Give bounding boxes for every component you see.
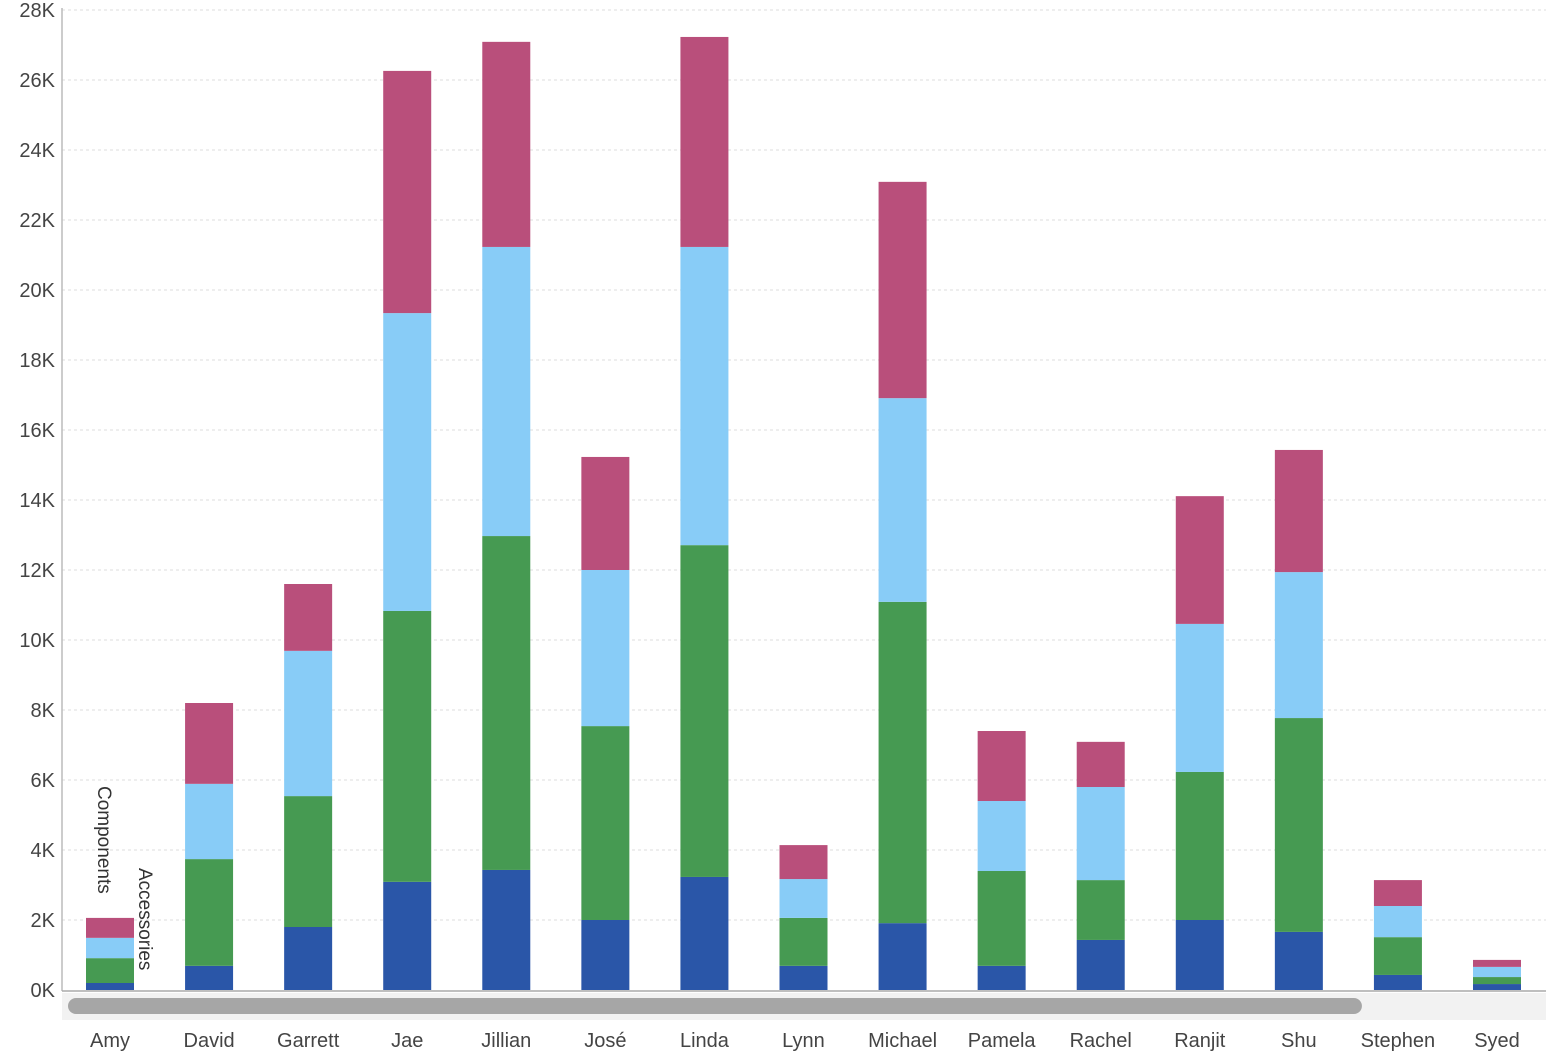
x-tick-label: Ranjit bbox=[1174, 1030, 1226, 1052]
bar-segment-stephen-3[interactable] bbox=[1373, 880, 1422, 906]
x-tick-label: Syed bbox=[1474, 1030, 1520, 1052]
y-tick-label: 16K bbox=[19, 420, 55, 442]
bar-segment-pamela-0[interactable] bbox=[977, 965, 1026, 990]
x-tick-label: Shu bbox=[1281, 1030, 1317, 1052]
bar-segment-shu-1[interactable] bbox=[1274, 718, 1323, 932]
bar-segment-pamela-2[interactable] bbox=[977, 801, 1026, 871]
x-tick-label: David bbox=[184, 1030, 235, 1052]
bar-segment-lynn-0[interactable] bbox=[779, 965, 828, 990]
bar-segment-linda-3[interactable] bbox=[680, 36, 729, 247]
y-tick-label: 12K bbox=[19, 560, 55, 582]
x-tick-label: Linda bbox=[680, 1030, 730, 1052]
bar-segment-david-3[interactable] bbox=[185, 703, 234, 784]
bar-segment-shu-3[interactable] bbox=[1274, 449, 1323, 573]
y-tick-label: 14K bbox=[19, 490, 55, 512]
bar-segment-david-0[interactable] bbox=[185, 965, 234, 990]
bar-segment-jae-0[interactable] bbox=[383, 881, 432, 990]
bar-segment-linda-2[interactable] bbox=[680, 246, 729, 546]
bar-segment-jae-3[interactable] bbox=[383, 70, 432, 314]
bar-segment-michael-2[interactable] bbox=[878, 398, 927, 602]
y-tick-label: 20K bbox=[19, 280, 55, 302]
bar-segment-michael-0[interactable] bbox=[878, 923, 927, 990]
x-tick-label: Garrett bbox=[277, 1030, 340, 1052]
x-tick-label: Pamela bbox=[968, 1030, 1037, 1052]
bar-segment-pamela-1[interactable] bbox=[977, 871, 1026, 966]
bar-segment-david-2[interactable] bbox=[185, 783, 234, 860]
x-tick-label: Rachel bbox=[1070, 1030, 1132, 1052]
bar-segment-garrett-1[interactable] bbox=[284, 796, 333, 927]
bar-segment-syed-2[interactable] bbox=[1473, 966, 1521, 978]
bar-segment-jillian-1[interactable] bbox=[482, 536, 531, 870]
bar-segment-rachel-2[interactable] bbox=[1076, 787, 1125, 881]
y-tick-label: 8K bbox=[31, 700, 56, 722]
x-tick-label: Michael bbox=[868, 1030, 937, 1052]
bar-segment-amy-1[interactable] bbox=[86, 958, 134, 983]
bar-segment-amy-0[interactable] bbox=[86, 983, 134, 990]
y-tick-label: 24K bbox=[19, 140, 55, 162]
bar-segment-amy-3[interactable] bbox=[86, 917, 134, 938]
bar-segment-pamela-3[interactable] bbox=[977, 731, 1026, 801]
bar-segment-jillian-2[interactable] bbox=[482, 246, 531, 537]
x-tick-label: Lynn bbox=[782, 1030, 825, 1052]
bar-segment-stephen-0[interactable] bbox=[1373, 974, 1422, 990]
bar-segment-david-1[interactable] bbox=[185, 859, 234, 966]
annotation-accessories: Accessories bbox=[134, 868, 155, 970]
y-tick-label: 0K bbox=[31, 980, 56, 1002]
bar-segment-syed-3[interactable] bbox=[1473, 959, 1521, 967]
bar-segment-rachel-3[interactable] bbox=[1076, 741, 1125, 787]
y-tick-label: 28K bbox=[19, 0, 55, 22]
annotation-components: Components bbox=[93, 786, 114, 894]
y-tick-label: 18K bbox=[19, 350, 55, 372]
bar-segment-linda-1[interactable] bbox=[680, 545, 729, 877]
y-tick-label: 2K bbox=[31, 910, 56, 932]
bar-segment-syed-1[interactable] bbox=[1473, 977, 1521, 985]
x-tick-label: José bbox=[584, 1030, 626, 1052]
bar-segment-josé-2[interactable] bbox=[581, 570, 630, 727]
y-tick-label: 10K bbox=[19, 630, 55, 652]
bar-segment-stephen-2[interactable] bbox=[1373, 906, 1422, 938]
bar-segment-garrett-2[interactable] bbox=[284, 650, 333, 797]
bar-segment-ranjit-1[interactable] bbox=[1175, 771, 1224, 920]
y-tick-label: 22K bbox=[19, 210, 55, 232]
bar-segment-michael-1[interactable] bbox=[878, 601, 927, 924]
bar-segment-ranjit-2[interactable] bbox=[1175, 623, 1224, 772]
bar-segment-jae-2[interactable] bbox=[383, 313, 432, 611]
bar-segment-josé-0[interactable] bbox=[581, 920, 630, 990]
bar-segment-lynn-2[interactable] bbox=[779, 879, 828, 918]
bar-segment-lynn-3[interactable] bbox=[779, 845, 828, 880]
bar-segment-rachel-0[interactable] bbox=[1076, 939, 1125, 990]
bar-segment-josé-3[interactable] bbox=[581, 456, 630, 570]
bar-segment-syed-0[interactable] bbox=[1473, 984, 1521, 990]
x-tick-label: Jae bbox=[391, 1030, 423, 1052]
bar-segment-shu-0[interactable] bbox=[1274, 931, 1323, 990]
bar-segment-rachel-1[interactable] bbox=[1076, 880, 1125, 940]
bar-segment-josé-1[interactable] bbox=[581, 726, 630, 920]
horizontal-scrollbar-thumb[interactable] bbox=[68, 998, 1362, 1014]
bar-segment-linda-0[interactable] bbox=[680, 876, 729, 990]
bar-segment-stephen-1[interactable] bbox=[1373, 937, 1422, 975]
y-tick-label: 26K bbox=[19, 70, 55, 92]
y-tick-label: 4K bbox=[31, 840, 56, 862]
bar-segment-shu-2[interactable] bbox=[1274, 572, 1323, 719]
bar-segment-michael-3[interactable] bbox=[878, 181, 927, 399]
bar-segment-garrett-0[interactable] bbox=[284, 927, 333, 990]
bar-segment-jillian-3[interactable] bbox=[482, 41, 531, 247]
bar-segment-amy-2[interactable] bbox=[86, 937, 134, 959]
bar-segment-ranjit-0[interactable] bbox=[1175, 920, 1224, 990]
y-tick-label: 6K bbox=[31, 770, 56, 792]
x-tick-label: Stephen bbox=[1361, 1030, 1436, 1052]
bar-segment-lynn-1[interactable] bbox=[779, 917, 828, 966]
bar-segment-garrett-3[interactable] bbox=[284, 584, 333, 651]
x-tick-label: Jillian bbox=[481, 1030, 531, 1052]
bar-segment-jillian-0[interactable] bbox=[482, 869, 531, 990]
bar-segment-jae-1[interactable] bbox=[383, 610, 432, 882]
bar-segment-ranjit-3[interactable] bbox=[1175, 496, 1224, 624]
x-tick-label: Amy bbox=[90, 1030, 130, 1052]
